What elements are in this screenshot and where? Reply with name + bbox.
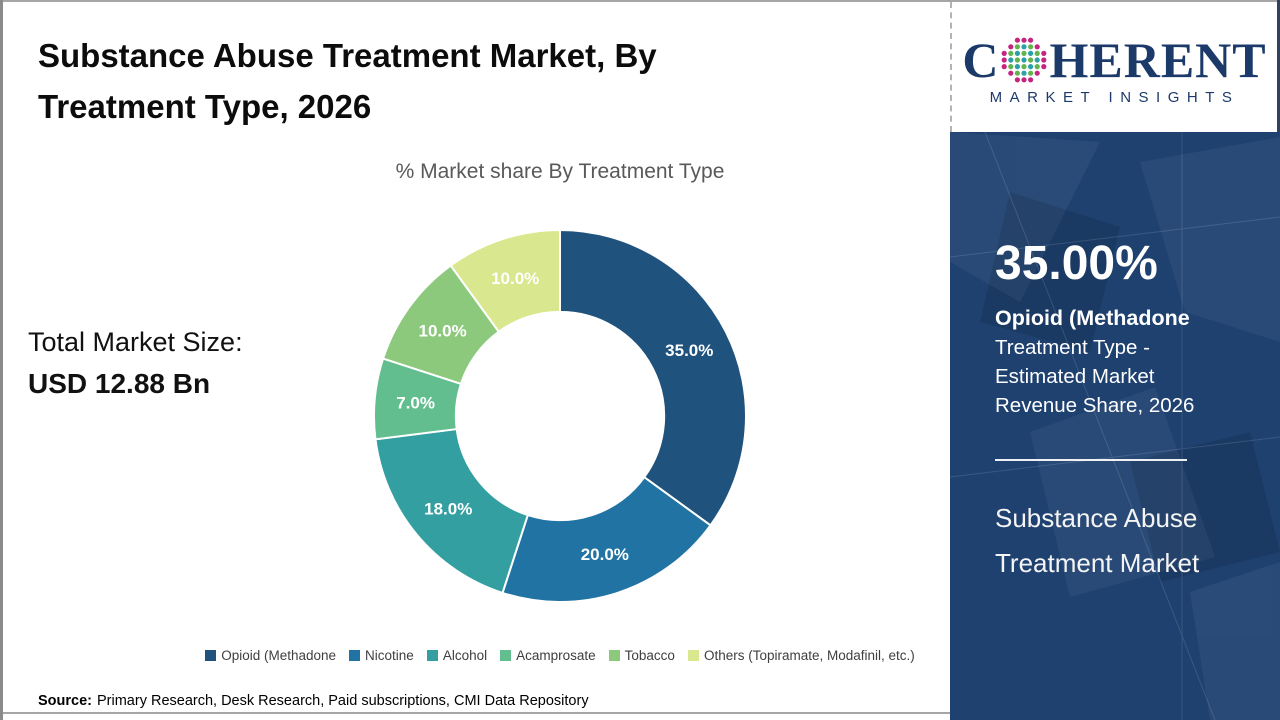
globe-dot [1041,56,1047,63]
globe-dot [1002,50,1008,56]
globe-dot [1035,63,1041,69]
globe-dot [1035,50,1041,56]
slice-label-0: 35.0% [665,341,713,360]
globe-dot [1035,56,1041,63]
globe-dot [1021,76,1028,82]
legend-item-3: Acamprosate [500,648,596,663]
legend-item-0: Opioid (Methadone [205,648,336,663]
legend-swatch-icon [205,650,217,661]
globe-dot [1015,70,1021,76]
legend-item-2: Alcohol [426,648,488,663]
slide-border-top [0,0,1280,2]
globe-dot [1028,50,1034,56]
page-title-line-2: Treatment Type, 2026 [38,88,372,125]
globe-dot [1021,50,1028,56]
globe-dot [1008,43,1014,49]
globe-dot [1041,50,1047,56]
page-title: Substance Abuse Treatment Market, By Tre… [38,30,768,132]
slice-label-2: 18.0% [424,499,472,518]
globe-dot [1008,50,1014,56]
globe-dot [1002,63,1008,69]
globe-dot [1028,70,1034,76]
globe-dot [1015,43,1021,49]
legend-swatch-icon [687,650,699,661]
globe-dot [1035,70,1041,76]
legend-swatch-icon [426,650,438,661]
panel-divider [995,459,1187,461]
legend-label: Nicotine [365,648,414,663]
legend-label: Alcohol [442,648,488,663]
globe-dot [1015,56,1021,63]
legend-swatch-icon [349,650,361,661]
brand-tagline: MARKET INSIGHTS [989,88,1240,106]
legend-label: Opioid (Methadone [221,648,337,663]
globe-dot [1015,37,1021,43]
legend-item-5: Others (Topiramate, Modafinil, etc.) [687,648,915,663]
legend-item-4: Tobacco [608,648,675,663]
globe-dot [1021,63,1028,69]
slice-label-4: 10.0% [419,322,467,341]
highlight-panel: 35.00% Opioid (Methadone Treatment Type … [950,132,1280,720]
stat-value: 35.00% [995,237,1158,290]
panel-market-title: Substance Abuse Treatment Market [995,503,1200,578]
donut-slice-0 [559,228,747,527]
globe-dot [1021,56,1028,63]
legend-swatch-icon [500,650,512,661]
stat-description-bold: Opioid (Methadone [995,306,1190,330]
source-line: Source: Primary Research, Desk Research, … [38,693,589,709]
globe-dot [1035,43,1041,49]
chart-subtitle: % Market share By Treatment Type [395,160,725,183]
total-market-size: Total Market Size: USD 12.88 Bn [28,327,243,400]
globe-dot [1028,37,1034,43]
world-map-texture [950,132,1280,720]
globe-dot [1028,63,1034,69]
donut-slice-5 [449,228,561,334]
slice-label-1: 20.0% [581,545,629,564]
globe-dot [1015,63,1021,69]
logo-letter-c: C [962,31,1000,88]
slice-label-5: 10.0% [491,269,539,288]
globe-icon [1002,37,1047,82]
globe-dot [1008,70,1014,76]
slide-border-bottom [3,712,950,714]
globe-dot [1008,56,1014,63]
brand-logo: C HERENT MARKET INSIGHTS [950,2,1277,132]
globe-dot [1028,56,1034,63]
globe-dot [1015,50,1021,56]
stat-description-rest: Treatment Type - Estimated Market Revenu… [995,336,1195,417]
total-market-value: USD 12.88 Bn [28,368,211,399]
globe-dot [1008,63,1014,69]
donut-slice-2 [374,427,530,595]
legend-item-1: Nicotine [349,648,414,663]
globe-dot [1021,43,1028,49]
legend-label: Tobacco [624,648,675,663]
brand-logo-wordmark: C HERENT [962,35,1266,85]
globe-dot [1028,76,1034,82]
logo-letters-herent: HERENT [1049,31,1267,88]
globe-dot [1028,43,1034,49]
legend-label: Acamprosate [516,648,596,663]
legend-label: Others (Topiramate, Modafinil, etc.) [703,648,915,663]
donut-chart: 35.0% 20.0% 18.0% 7.0% 10.0% 10.0% [373,228,747,603]
chart-legend: Opioid (Methadone Nicotine Alcohol Acampros… [85,648,1035,663]
page-title-line-1: Substance Abuse Treatment Market, By [38,37,657,74]
source-label: Source: [38,693,92,709]
legend-swatch-icon [608,650,620,661]
donut-slice-1 [501,475,712,603]
total-market-label: Total Market Size: [28,327,243,357]
globe-dot [1015,76,1021,82]
globe-dot [1041,63,1047,69]
globe-dot [1021,70,1028,76]
slice-label-3: 7.0% [396,393,435,412]
slide-border-left [0,0,3,720]
stat-description: Opioid (Methadone Treatment Type - Estim… [995,304,1217,420]
globe-dot [1002,56,1008,63]
source-text: Primary Research, Desk Research, Paid su… [97,693,589,709]
globe-dot [1021,37,1028,43]
